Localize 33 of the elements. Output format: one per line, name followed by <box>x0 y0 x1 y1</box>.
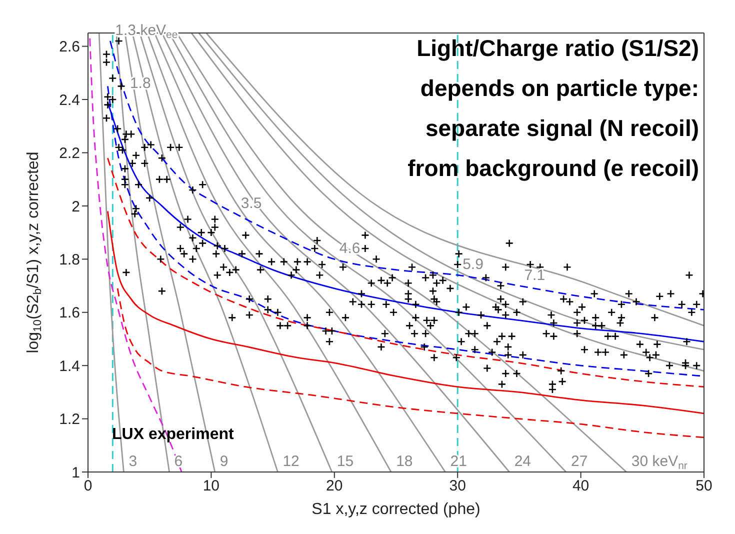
annotation: 21 <box>450 453 467 470</box>
annotation: 15 <box>336 453 354 470</box>
annotation: 27 <box>571 453 588 470</box>
y-tick-label: 2.4 <box>59 92 80 109</box>
y-tick-label: 2.2 <box>59 145 80 162</box>
annotation: 30 keV$_{nr}$ <box>631 453 688 472</box>
annotation: 5.9 <box>462 256 484 274</box>
line-series <box>109 40 704 310</box>
y-tick-label: 1.2 <box>59 411 80 428</box>
annotation: 7.1 <box>524 266 546 284</box>
text: Light/Charge ratio (S1/S2) depends on particle type: separate signal (N recoil) from background (e recoil) <box>408 34 699 183</box>
y-tick-label: 1.6 <box>59 304 80 322</box>
annotation: 9 <box>220 453 228 470</box>
x-tick-label: 20 <box>326 478 343 495</box>
y-tick-label: 1.8 <box>59 251 80 268</box>
annotation: 12 <box>282 453 300 470</box>
y-tick-label: 1 <box>72 464 80 482</box>
x-tick-label: 30 <box>449 478 466 495</box>
y-tick-label: 2 <box>72 198 80 216</box>
x-tick-label: 0 <box>84 478 92 495</box>
line-series <box>107 210 704 414</box>
x-tick-label: 40 <box>572 478 590 495</box>
annotation: 24 <box>514 453 532 470</box>
annotation: 6 <box>174 453 183 470</box>
line-series <box>107 157 704 388</box>
y-tick-label: 2.6 <box>59 38 80 56</box>
annotation: 18 <box>396 453 413 470</box>
x-axis-title: S1 x,y,z corrected (phe) <box>312 501 480 518</box>
annotation: 3 <box>128 453 138 470</box>
annotation: LUX experiment <box>112 426 234 444</box>
x-tick-label: 50 <box>696 478 712 495</box>
x-tick-label: 10 <box>202 478 220 495</box>
y-tick-label: 1.4 <box>59 358 80 375</box>
